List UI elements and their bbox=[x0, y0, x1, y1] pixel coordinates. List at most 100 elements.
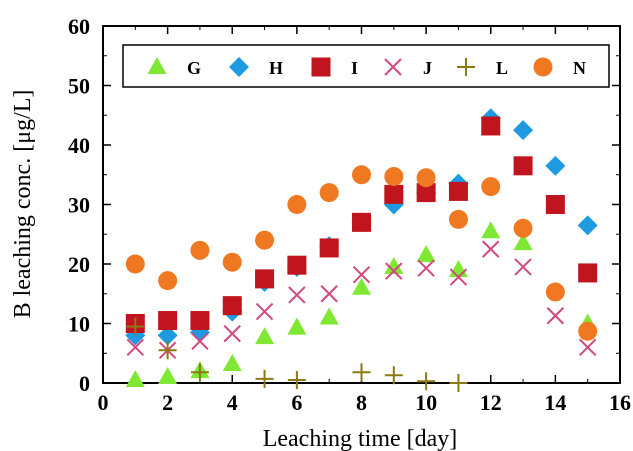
point-L-6 bbox=[384, 366, 403, 385]
point-G-11 bbox=[481, 221, 501, 239]
point-J-5 bbox=[288, 286, 306, 304]
point-J-4 bbox=[255, 302, 274, 321]
point-N-6 bbox=[319, 183, 339, 203]
axis-tick-labels: 0 2 4 6 8 10 12 14 16 0 10 20 30 40 50 60 bbox=[68, 14, 631, 415]
point-L-5 bbox=[352, 363, 371, 382]
point-L-4 bbox=[287, 371, 306, 390]
point-L-1 bbox=[158, 341, 177, 360]
point-L-8 bbox=[449, 374, 468, 392]
point-N-0 bbox=[125, 254, 145, 274]
point-J-6 bbox=[320, 285, 338, 303]
point-G-5 bbox=[287, 317, 307, 335]
y-tick-label-4: 40 bbox=[68, 133, 90, 158]
series-L bbox=[126, 317, 468, 392]
legend-label-N: N bbox=[573, 58, 586, 78]
x-tick-label-4: 8 bbox=[356, 390, 367, 415]
point-G-8 bbox=[384, 256, 404, 274]
series-J bbox=[126, 240, 597, 359]
legend-label-H: H bbox=[269, 58, 283, 78]
x-tick-label-6: 12 bbox=[480, 390, 502, 415]
point-N-8 bbox=[384, 167, 404, 187]
point-I-7 bbox=[352, 212, 371, 232]
point-H-13 bbox=[545, 155, 566, 176]
point-N-7 bbox=[352, 165, 371, 185]
point-H-14 bbox=[577, 215, 598, 236]
point-I-6 bbox=[319, 238, 339, 258]
point-J-14 bbox=[578, 338, 597, 357]
legend-box bbox=[122, 44, 610, 88]
y-tick-label-3: 30 bbox=[68, 193, 90, 218]
legend-entry-L: L bbox=[457, 58, 508, 78]
legend-marker-J bbox=[384, 58, 402, 76]
point-L-3 bbox=[255, 369, 274, 388]
x-tick-label-2: 4 bbox=[227, 390, 238, 415]
legend-entry-G: G bbox=[147, 57, 201, 78]
x-tick-label-7: 14 bbox=[544, 390, 566, 415]
legend-entry-H: H bbox=[229, 57, 283, 78]
legend-marker-G bbox=[147, 57, 167, 74]
point-I-9 bbox=[416, 183, 436, 203]
point-J-9 bbox=[417, 259, 435, 277]
point-J-12 bbox=[514, 258, 532, 276]
legend-entry-J: J bbox=[384, 58, 432, 78]
point-J-13 bbox=[546, 307, 565, 325]
x-tick-label-8: 16 bbox=[609, 390, 631, 415]
legend-label-I: I bbox=[351, 58, 358, 78]
y-tick-label-0: 0 bbox=[79, 371, 90, 396]
point-G-1 bbox=[158, 367, 178, 385]
point-I-11 bbox=[481, 116, 501, 136]
point-J-3 bbox=[223, 324, 241, 343]
legend-marker-L bbox=[457, 58, 475, 76]
point-N-3 bbox=[222, 252, 242, 272]
series-I bbox=[125, 116, 598, 333]
point-J-7 bbox=[352, 266, 371, 284]
point-N-14 bbox=[578, 321, 598, 341]
point-G-10 bbox=[448, 259, 468, 277]
y-tick-label-1: 10 bbox=[68, 312, 90, 337]
point-J-11 bbox=[482, 240, 500, 258]
legend-label-G: G bbox=[187, 58, 201, 78]
x-tick-label-0: 0 bbox=[98, 390, 109, 415]
point-N-4 bbox=[255, 230, 275, 250]
legend-label-J: J bbox=[423, 58, 432, 78]
point-N-12 bbox=[513, 218, 533, 238]
y-tick-label-2: 20 bbox=[68, 252, 90, 277]
point-N-5 bbox=[287, 195, 307, 214]
point-N-11 bbox=[481, 177, 501, 197]
y-tick-label-6: 60 bbox=[68, 14, 90, 39]
point-G-9 bbox=[416, 245, 436, 263]
point-J-2 bbox=[191, 332, 209, 351]
point-G-3 bbox=[222, 353, 242, 371]
point-I-12 bbox=[513, 156, 533, 176]
legend-entry-N: N bbox=[533, 57, 586, 78]
point-H-12 bbox=[513, 120, 534, 141]
legend-entry-I: I bbox=[311, 57, 358, 78]
point-G-6 bbox=[319, 307, 339, 325]
point-N-10 bbox=[448, 209, 468, 229]
point-G-0 bbox=[125, 370, 145, 388]
series-N bbox=[125, 165, 598, 341]
point-I-14 bbox=[578, 263, 598, 283]
point-I-1 bbox=[158, 311, 178, 331]
x-axis-title: Leaching time [day] bbox=[263, 426, 458, 451]
y-axis-title: B leaching conc. [μg/L] bbox=[10, 90, 36, 319]
point-N-1 bbox=[158, 271, 178, 291]
point-I-2 bbox=[190, 311, 210, 331]
point-J-8 bbox=[385, 262, 403, 280]
legend-label-L: L bbox=[496, 58, 508, 78]
point-H-1 bbox=[157, 325, 178, 346]
point-N-13 bbox=[545, 282, 565, 302]
axis-ticks bbox=[102, 25, 621, 384]
point-J-0 bbox=[126, 338, 145, 357]
point-I-13 bbox=[545, 195, 565, 214]
point-L-2 bbox=[190, 363, 209, 382]
point-I-5 bbox=[287, 255, 307, 275]
x-tick-label-1: 2 bbox=[162, 390, 173, 415]
point-L-7 bbox=[417, 372, 436, 391]
point-N-9 bbox=[416, 168, 436, 188]
legend-marker-I bbox=[311, 57, 331, 77]
point-I-10 bbox=[448, 181, 468, 201]
